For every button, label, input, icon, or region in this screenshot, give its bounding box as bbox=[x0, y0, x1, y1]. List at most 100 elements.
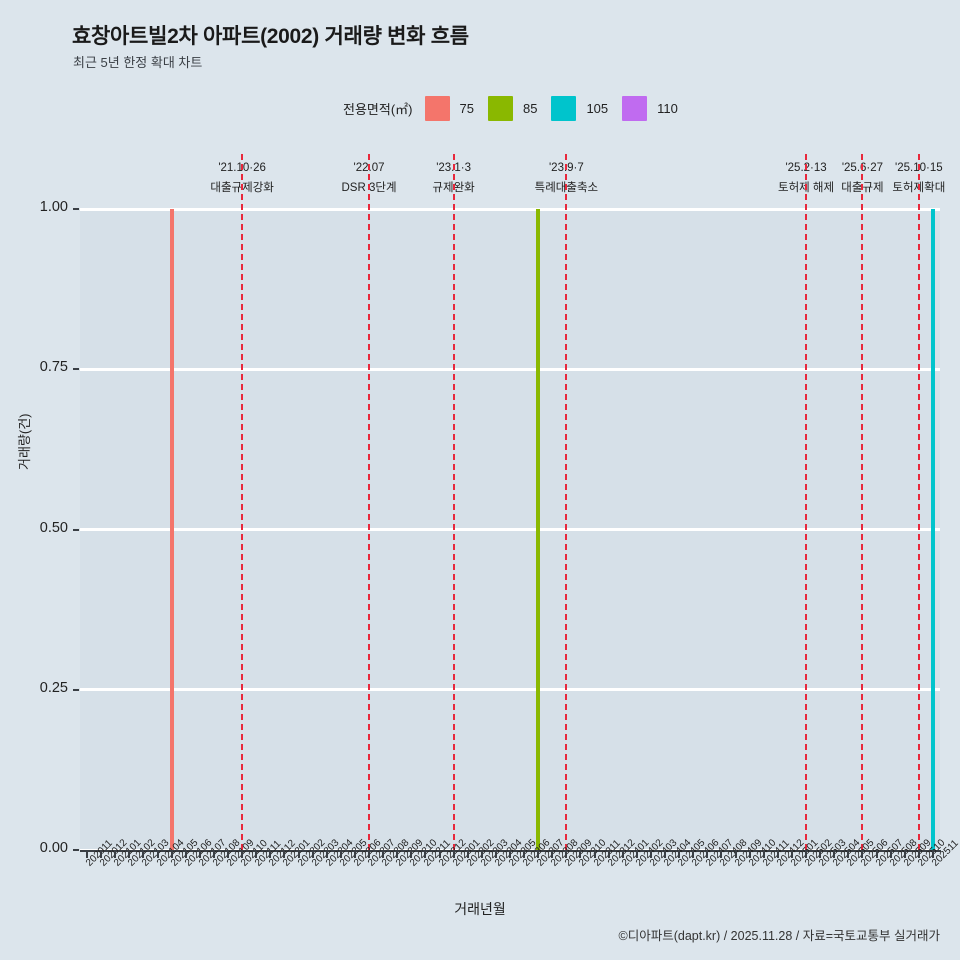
x-tick-mark bbox=[917, 850, 920, 858]
x-tick-mark bbox=[283, 850, 286, 858]
x-tick-mark bbox=[227, 850, 230, 858]
event-line-5 bbox=[861, 154, 864, 850]
y-tick-label: 1.00 bbox=[39, 199, 68, 215]
legend-item-85[interactable]: 85 bbox=[487, 96, 538, 121]
x-tick-mark bbox=[184, 850, 187, 858]
x-tick-mark bbox=[678, 850, 681, 858]
y-tick-label: 0.50 bbox=[39, 519, 68, 536]
x-tick-mark bbox=[762, 850, 765, 858]
x-tick-mark bbox=[86, 850, 89, 858]
x-tick-mark bbox=[424, 850, 427, 858]
x-tick-mark bbox=[100, 850, 103, 858]
series-line-85 bbox=[536, 209, 541, 850]
x-tick-mark bbox=[889, 850, 892, 858]
x-tick-mark bbox=[466, 850, 469, 858]
x-tick-mark bbox=[509, 850, 511, 858]
chart-subtitle: 최근 5년 한정 확대 차트 bbox=[73, 55, 203, 70]
x-tick-mark bbox=[903, 850, 906, 858]
x-tick-mark bbox=[875, 850, 878, 858]
x-tick-mark bbox=[255, 850, 258, 858]
x-tick-mark bbox=[396, 850, 399, 858]
legend-label-75: 75 bbox=[459, 101, 474, 116]
x-tick-mark bbox=[833, 850, 836, 858]
x-tick-mark bbox=[720, 850, 723, 858]
x-tick-mark bbox=[664, 850, 667, 858]
x-tick-mark bbox=[353, 850, 356, 858]
y-tick-label: 0.75 bbox=[39, 359, 68, 376]
x-tick-mark bbox=[734, 850, 737, 858]
x-tick-mark bbox=[692, 850, 695, 858]
x-tick-mark bbox=[565, 850, 568, 858]
x-tick-mark bbox=[212, 850, 215, 858]
x-tick-mark bbox=[523, 850, 526, 858]
x-tick-mark bbox=[114, 850, 117, 858]
x-tick-mark bbox=[170, 850, 173, 858]
x-tick-mark bbox=[142, 850, 145, 858]
x-tick-mark bbox=[128, 850, 131, 858]
x-tick-mark bbox=[156, 850, 159, 858]
event-line-0 bbox=[241, 154, 244, 850]
x-tick-mark bbox=[297, 850, 300, 858]
legend-item-105[interactable]: 105 bbox=[551, 96, 608, 121]
x-tick-mark bbox=[621, 850, 624, 858]
y-tick-mark bbox=[73, 208, 79, 210]
event-line-4 bbox=[805, 154, 808, 850]
x-axis-title: 거래년월 bbox=[454, 901, 506, 917]
y-tick-mark bbox=[73, 688, 79, 691]
y-tick-mark bbox=[73, 368, 79, 371]
event-line-1 bbox=[368, 154, 371, 850]
x-tick-mark bbox=[198, 850, 201, 858]
gridline bbox=[80, 688, 940, 692]
legend-label-85: 85 bbox=[522, 101, 538, 116]
x-tick-mark bbox=[593, 850, 596, 858]
x-tick-mark bbox=[931, 850, 934, 858]
legend-item-110[interactable]: 110 bbox=[622, 96, 678, 121]
x-tick-mark bbox=[748, 850, 751, 858]
legend-swatch-110 bbox=[622, 96, 648, 121]
event-line-2 bbox=[452, 154, 455, 850]
legend-swatch-105 bbox=[551, 96, 577, 121]
x-tick-mark bbox=[551, 850, 554, 858]
legend-title: 전용면적(㎡) bbox=[343, 102, 413, 117]
x-tick-mark bbox=[819, 850, 822, 858]
x-tick-mark bbox=[805, 850, 808, 858]
legend-label-110: 110 bbox=[657, 101, 678, 116]
x-tick-mark bbox=[382, 850, 385, 858]
x-tick-mark bbox=[368, 850, 371, 858]
x-tick-mark bbox=[847, 850, 850, 858]
x-tick-mark bbox=[649, 850, 652, 858]
x-tick-mark bbox=[241, 850, 244, 858]
gridline bbox=[80, 367, 940, 371]
y-tick-label: 0.00 bbox=[39, 840, 68, 856]
series-line-75 bbox=[169, 209, 174, 850]
x-tick-mark bbox=[706, 850, 709, 858]
x-tick-mark bbox=[438, 850, 441, 858]
legend-swatch-85 bbox=[487, 96, 513, 121]
gridline bbox=[80, 207, 940, 211]
legend-label-105: 105 bbox=[586, 101, 609, 116]
event-line-3 bbox=[565, 154, 568, 850]
event-line-6 bbox=[917, 154, 920, 850]
gridline bbox=[80, 528, 940, 531]
y-tick-mark bbox=[73, 849, 79, 851]
chart-title: 효창아트빌2차 아파트(2002) 거래량 변화 흐름 bbox=[72, 25, 469, 48]
legend: 전용면적(㎡) 75 85 105 110 bbox=[343, 96, 692, 121]
x-tick-mark bbox=[607, 850, 610, 858]
x-tick-mark bbox=[269, 850, 272, 858]
series-line-105 bbox=[930, 209, 935, 850]
x-tick-mark bbox=[325, 850, 328, 858]
x-tick-mark bbox=[537, 850, 540, 858]
x-tick-mark bbox=[776, 850, 779, 858]
x-tick-mark bbox=[452, 850, 455, 858]
y-tick-mark bbox=[73, 528, 79, 531]
x-tick-mark bbox=[339, 850, 342, 858]
x-tick-mark bbox=[311, 850, 314, 858]
legend-item-75[interactable]: 75 bbox=[424, 96, 474, 121]
x-tick-mark bbox=[480, 850, 483, 858]
x-tick-mark bbox=[579, 850, 582, 858]
x-tick-mark bbox=[494, 850, 497, 858]
x-tick-mark bbox=[410, 850, 413, 858]
x-tick-mark bbox=[790, 850, 793, 858]
legend-swatch-75 bbox=[424, 96, 450, 121]
